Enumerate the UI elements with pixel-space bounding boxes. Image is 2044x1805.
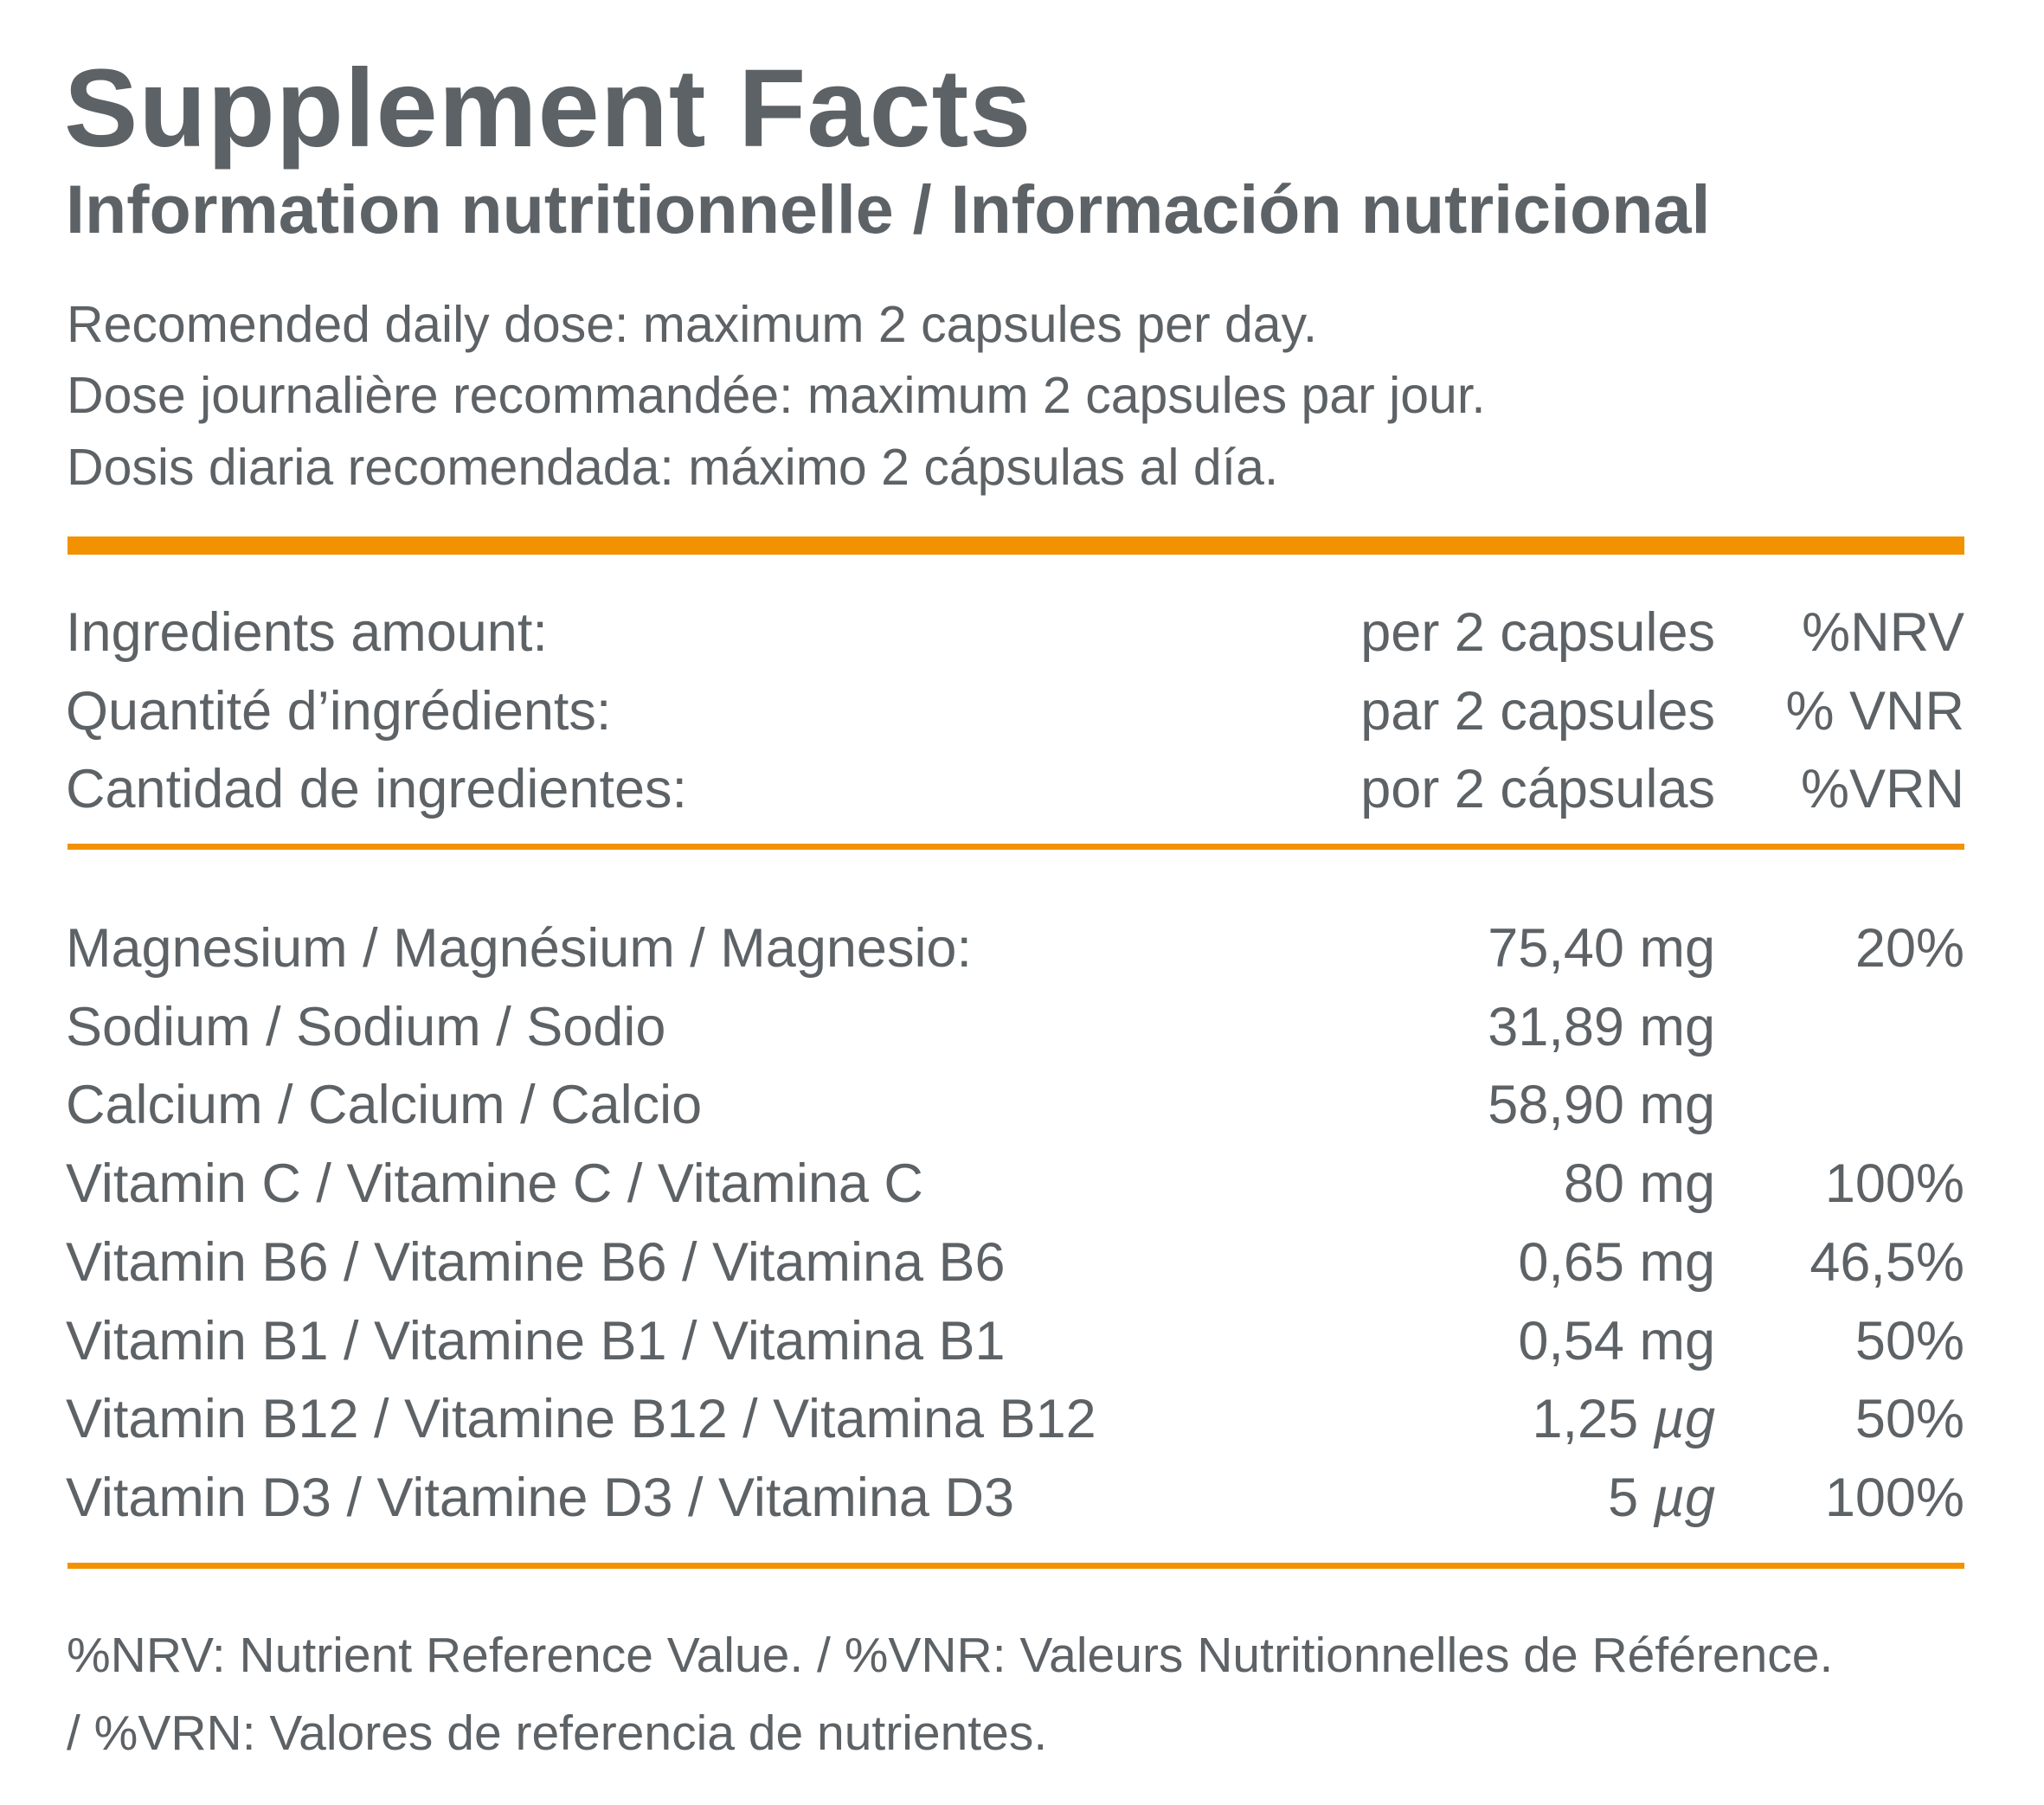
ingredient-amount: 1,25 µg [1532, 1389, 1715, 1449]
table-row: Vitamin C / Vitamine C / Vitamina C 80 m… [0, 1153, 2044, 1222]
ingredient-amount: 75,40 mg [1488, 918, 1715, 979]
header-nrv: %VRN [1800, 759, 1964, 819]
ingredient-nrv: 20% [1854, 918, 1964, 979]
ingredient-nrv: 100% [1824, 1468, 1964, 1528]
table-header-row-es: Cantidad de ingredientes: por 2 cápsulas… [0, 758, 2044, 827]
table-row: Vitamin B6 / Vitamine B6 / Vitamina B6 0… [0, 1231, 2044, 1301]
ingredient-nrv: 50% [1854, 1311, 1964, 1371]
header-amount: par 2 capsules [1360, 681, 1715, 742]
header-amount: per 2 capsules [1360, 602, 1715, 663]
divider-thick [67, 536, 1964, 555]
table-row: Vitamin B1 / Vitamine B1 / Vitamina B1 0… [0, 1310, 2044, 1379]
ingredient-name: Vitamin B12 / Vitamine B12 / Vitamina B1… [66, 1389, 1096, 1449]
dose-line-es: Dosis diaria recomendada: máximo 2 cápsu… [67, 439, 1279, 496]
ingredient-amount: 0,54 mg [1518, 1311, 1715, 1371]
table-row: Sodium / Sodium / Sodio 31,89 mg [0, 996, 2044, 1065]
ingredient-amount: 80 mg [1563, 1153, 1715, 1214]
divider-thin-top [67, 844, 1964, 850]
table-row: Vitamin D3 / Vitamine D3 / Vitamina D3 5… [0, 1467, 2044, 1536]
header-label: Cantidad de ingredientes: [66, 759, 688, 819]
footnote-line-2: / %VRN: Valores de referencia de nutrien… [67, 1705, 1048, 1761]
ingredient-name: Sodium / Sodium / Sodio [66, 997, 666, 1057]
ingredient-name: Vitamin D3 / Vitamine D3 / Vitamina D3 [66, 1468, 1015, 1528]
page-subtitle: Information nutritionnelle / Información… [66, 170, 1711, 247]
ingredient-name: Vitamin C / Vitamine C / Vitamina C [66, 1153, 923, 1214]
ingredient-name: Vitamin B1 / Vitamine B1 / Vitamina B1 [66, 1311, 1006, 1371]
ingredient-amount: 0,65 mg [1518, 1232, 1715, 1293]
header-nrv: %NRV [1802, 602, 1964, 663]
ingredient-amount: 5 µg [1608, 1468, 1715, 1528]
dose-line-fr: Dose journalière recommandée: maximum 2 … [67, 367, 1486, 424]
ingredient-name: Magnesium / Magnésium / Magnesio: [66, 918, 972, 979]
ingredient-amount: 31,89 mg [1488, 997, 1715, 1057]
footnote-line-1: %NRV: Nutrient Reference Value. / %VNR: … [67, 1628, 1834, 1683]
table-header-row-fr: Quantité d’ingrédients: par 2 capsules %… [0, 680, 2044, 749]
header-label: Quantité d’ingrédients: [66, 681, 612, 742]
ingredient-name: Calcium / Calcium / Calcio [66, 1075, 703, 1135]
ingredient-nrv: 46,5% [1809, 1232, 1964, 1293]
table-header-row-en: Ingredients amount: per 2 capsules %NRV [0, 601, 2044, 671]
header-amount: por 2 cápsulas [1360, 759, 1715, 819]
divider-thin-bottom [67, 1563, 1964, 1569]
ingredient-name: Vitamin B6 / Vitamine B6 / Vitamina B6 [66, 1232, 1006, 1293]
header-label: Ingredients amount: [66, 602, 548, 663]
table-row: Magnesium / Magnésium / Magnesio: 75,40 … [0, 917, 2044, 986]
table-row: Calcium / Calcium / Calcio 58,90 mg [0, 1074, 2044, 1143]
page-title: Supplement Facts [64, 47, 1032, 170]
dose-line-en: Recomended daily dose: maximum 2 capsule… [67, 296, 1318, 353]
ingredient-nrv: 100% [1824, 1153, 1964, 1214]
table-row: Vitamin B12 / Vitamine B12 / Vitamina B1… [0, 1388, 2044, 1457]
ingredient-nrv: 50% [1854, 1389, 1964, 1449]
header-nrv: % VNR [1785, 681, 1964, 742]
ingredient-amount: 58,90 mg [1488, 1075, 1715, 1135]
